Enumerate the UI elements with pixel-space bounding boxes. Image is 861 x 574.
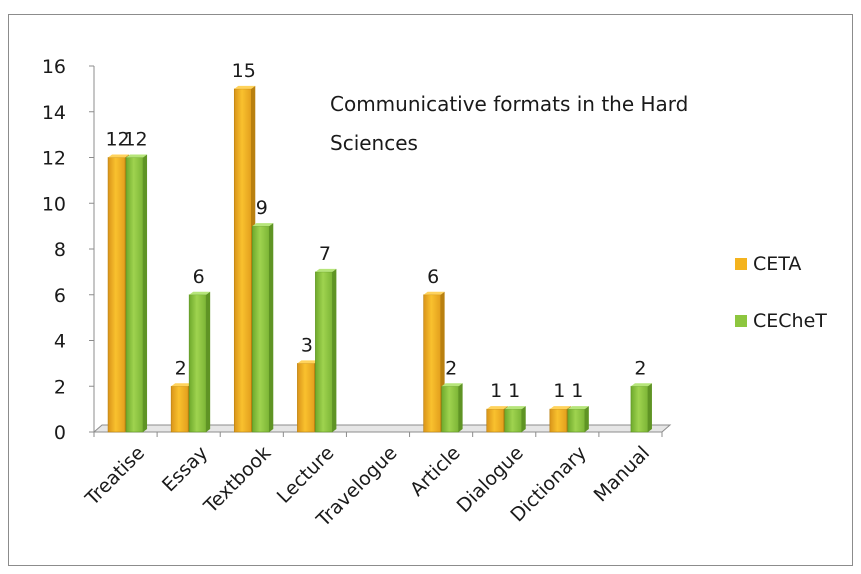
bar-top-ceta-dictionary: [549, 406, 571, 410]
bar-top-ceta-treatise: [108, 154, 130, 158]
bar-side-cech-t-textbook: [269, 223, 274, 432]
legend-label-ceta: CETA: [753, 253, 801, 275]
x-tick-label-article: Article: [406, 442, 465, 501]
bar-side-cech-t-manual: [647, 383, 652, 432]
bar-top-ceta-article: [423, 291, 445, 295]
data-label-ceta-treatise: 12: [105, 129, 129, 151]
legend: CETA CEChеT: [735, 253, 827, 332]
data-label-cech-t-article: 2: [445, 357, 457, 379]
bar-cech-t-dialogue: [504, 408, 523, 433]
bar-top-cech-t-essay: [189, 291, 211, 295]
bar-top-cech-t-lecture: [315, 268, 337, 272]
data-label-ceta-dialogue: 1: [490, 380, 502, 402]
data-label-cech-t-dictionary: 1: [571, 380, 583, 402]
bar-top-cech-t-article: [441, 383, 463, 387]
bars: [107, 85, 652, 433]
bar-ceta-treatise: [107, 157, 126, 433]
x-tick-label-manual: Manual: [590, 442, 654, 506]
x-tick-label-treatise: Treatise: [81, 442, 149, 510]
bar-top-ceta-lecture: [297, 360, 319, 364]
data-label-cech-t-manual: 2: [634, 357, 646, 379]
bar-ceta-article: [423, 294, 441, 433]
bar-top-cech-t-dialogue: [504, 406, 526, 410]
bar-side-cech-t-essay: [206, 291, 211, 432]
y-tick-label: 6: [54, 285, 66, 307]
bar-cech-t-lecture: [315, 271, 333, 433]
y-tick-label: 4: [54, 331, 66, 353]
data-label-cech-t-textbook: 9: [256, 197, 268, 219]
bar-ceta-textbook: [233, 88, 252, 433]
data-label-ceta-article: 6: [427, 266, 439, 288]
bar-side-cech-t-article: [458, 383, 463, 432]
data-label-ceta-essay: 2: [175, 357, 187, 379]
data-label-cech-t-treatise: 12: [123, 129, 147, 151]
bar-side-cech-t-treatise: [143, 154, 148, 432]
legend-label-cech-t: CEChеT: [753, 310, 827, 332]
legend-swatch-ceta: [735, 258, 747, 270]
bar-top-cech-t-textbook: [252, 223, 274, 227]
y-tick-label: 14: [42, 102, 66, 124]
y-tick-label: 2: [54, 376, 66, 398]
bar-side-cech-t-lecture: [332, 268, 337, 432]
x-tick-label-textbook: Textbook: [199, 442, 275, 518]
bar-top-cech-t-treatise: [126, 154, 148, 158]
bar-cech-t-dictionary: [567, 408, 586, 433]
bar-cech-t-treatise: [125, 157, 144, 433]
bar-top-ceta-dialogue: [486, 406, 508, 410]
bar-ceta-dialogue: [486, 408, 505, 433]
bar-top-cech-t-manual: [630, 383, 652, 387]
y-tick-label: 10: [42, 193, 66, 215]
bar-cech-t-textbook: [251, 225, 270, 433]
chart-frame: [8, 14, 853, 566]
y-tick-label: 8: [54, 239, 66, 261]
legend-swatch-cech-t: [735, 315, 747, 327]
bar-ceta-essay: [170, 385, 189, 433]
bar-cech-t-manual: [630, 385, 649, 433]
bar-top-ceta-essay: [171, 383, 193, 387]
bar-ceta-dictionary: [549, 408, 568, 433]
data-label-ceta-textbook: 15: [232, 60, 256, 82]
data-label-cech-t-essay: 6: [193, 266, 205, 288]
bar-top-ceta-textbook: [234, 85, 256, 89]
y-tick-label: 16: [42, 56, 66, 78]
x-tick-label-essay: Essay: [158, 442, 212, 496]
y-tick-label: 0: [54, 422, 66, 444]
bar-cech-t-article: [441, 385, 459, 433]
x-tick-label-lecture: Lecture: [273, 442, 339, 508]
bar-top-cech-t-dictionary: [567, 406, 589, 410]
bar-cech-t-essay: [188, 294, 207, 433]
bar-side-cech-t-dictionary: [584, 406, 589, 432]
data-label-cech-t-dialogue: 1: [508, 380, 520, 402]
data-label-ceta-dictionary: 1: [553, 380, 565, 402]
y-tick-label: 12: [42, 148, 66, 170]
chart-title-line-1: Communicative formats in the Hard: [330, 92, 688, 116]
chart-title-line-2: Sciences: [330, 131, 418, 155]
data-label-cech-t-lecture: 7: [319, 243, 331, 265]
bar-ceta-lecture: [297, 363, 315, 433]
data-label-ceta-lecture: 3: [301, 334, 313, 356]
bar-side-cech-t-dialogue: [521, 406, 526, 432]
